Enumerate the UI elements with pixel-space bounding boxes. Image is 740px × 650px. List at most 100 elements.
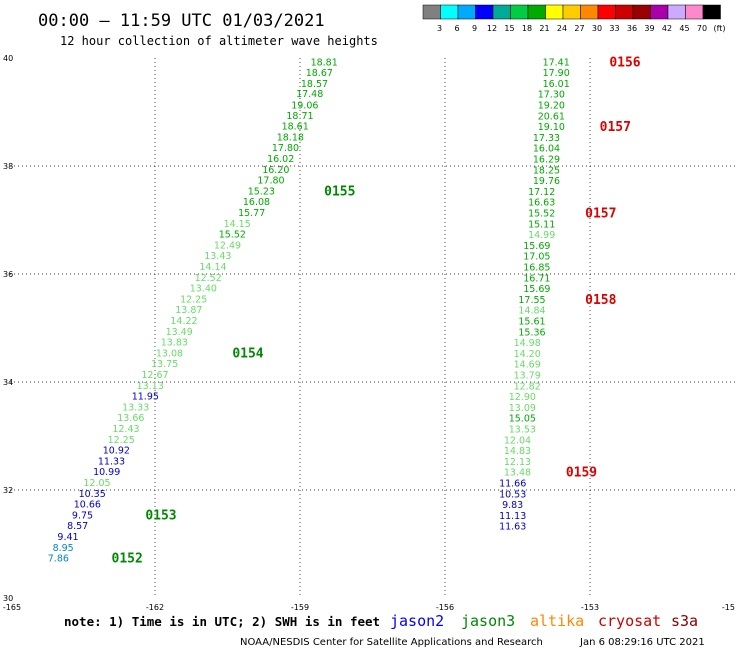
legend-tick-label: 6 [454, 24, 459, 33]
swh-value: 15.52 [219, 230, 246, 241]
legend-swatch [685, 4, 704, 20]
x-tick-label: -159 [291, 603, 309, 612]
swh-value: 13.87 [175, 305, 202, 316]
x-tick-label: -165 [3, 603, 21, 612]
legend-tick-label: 15 [504, 24, 514, 33]
swh-value: 18.61 [282, 122, 309, 133]
swh-value: 17.80 [257, 176, 284, 187]
axis-ticks: -165 -162 -159 -156 -153 -15 30 32 34 36 38 40 [3, 54, 735, 612]
swh-value: 10.92 [103, 446, 130, 457]
swh-value: 18.57 [301, 79, 328, 90]
swh-value: 13.66 [117, 413, 144, 424]
swh-value: 18.81 [311, 57, 338, 68]
swh-value: 13.48 [504, 468, 531, 479]
legend-tick-label: 33 [609, 24, 619, 33]
swh-value: 15.61 [518, 317, 545, 328]
swh-value: 17.33 [533, 133, 560, 144]
legend-swatch [457, 4, 476, 20]
swh-value: 16.20 [262, 165, 289, 176]
swh-value: 15.69 [523, 241, 550, 252]
swh-value: 16.02 [267, 154, 294, 165]
swh-value: 16.04 [533, 144, 560, 155]
swh-value: 14.22 [170, 316, 197, 327]
swh-value: 17.80 [272, 143, 299, 154]
swh-value: 16.08 [243, 197, 270, 208]
legend-tick-label: 3 [437, 24, 442, 33]
pass-label: 0157 [600, 120, 631, 135]
swh-value: 14.15 [224, 219, 251, 230]
swh-value: 11.33 [98, 456, 125, 467]
legend-tick-label: 45 [679, 24, 689, 33]
swh-value: 18.71 [286, 111, 313, 122]
swh-value: 17.30 [538, 90, 565, 101]
swh-value: 17.55 [518, 295, 545, 306]
footer-timestamp: Jan 6 08:29:16 UTC 2021 [579, 637, 705, 648]
swh-value: 16.01 [543, 79, 570, 90]
swh-value: 19.20 [538, 101, 565, 112]
legend-swatch [597, 4, 616, 20]
swh-value: 14.83 [504, 446, 531, 457]
pass-label: 0153 [145, 508, 176, 523]
pass-label: 0159 [566, 466, 597, 481]
x-tick-label: -156 [436, 603, 454, 612]
swh-value: 14.99 [528, 230, 555, 241]
swh-value: 7.86 [48, 554, 69, 565]
satellite-legend: jason2 jason3 altika cryosat s3a [390, 612, 698, 630]
swh-value: 15.11 [528, 219, 555, 230]
swh-value: 13.75 [151, 359, 178, 370]
swh-value: 16.85 [523, 263, 550, 274]
note-text: note: 1) Time is in UTC; 2) SWH is in fe… [64, 614, 380, 629]
swh-value: 14.98 [514, 338, 541, 349]
y-tick-label: 32 [3, 486, 13, 495]
legend-swatch [650, 4, 669, 20]
legend-swatch [667, 4, 686, 20]
swh-value: 12.05 [83, 478, 110, 489]
legend-swatch [562, 4, 581, 20]
swh-value: 13.13 [137, 381, 164, 392]
swh-value: 13.33 [122, 402, 149, 413]
legend-tick-label: 24 [557, 24, 567, 33]
legend-tick-label: 39 [644, 24, 654, 33]
swh-value: 14.20 [514, 349, 541, 360]
legend-swatch [475, 4, 494, 20]
legend-swatch [702, 4, 721, 20]
swh-value: 17.48 [296, 89, 323, 100]
swh-value: 9.41 [57, 532, 78, 543]
swh-value: 13.49 [166, 327, 193, 338]
swh-value: 20.61 [538, 111, 565, 122]
swh-value: 12.82 [514, 381, 541, 392]
legend-tick-label: 36 [627, 24, 637, 33]
swh-value: 15.69 [523, 284, 550, 295]
x-tick-label: -153 [581, 603, 599, 612]
satellite-name: altika [530, 612, 584, 630]
legend-swatch [422, 4, 441, 20]
swh-value: 12.04 [504, 435, 531, 446]
chart-title: 00:00 – 11:59 UTC 01/03/2021 [38, 11, 325, 31]
swh-value: 17.41 [543, 57, 570, 68]
satellite-name: jason2 [390, 612, 444, 630]
y-tick-label: 30 [3, 594, 13, 603]
swh-value: 13.83 [161, 338, 188, 349]
swh-value: 8.57 [67, 521, 88, 532]
legend-swatch [527, 4, 546, 20]
swh-value: 15.36 [518, 327, 545, 338]
x-tick-label: -162 [146, 603, 164, 612]
y-tick-label: 40 [3, 54, 13, 63]
swh-value: 15.05 [509, 414, 536, 425]
pass-label: 0152 [112, 552, 143, 567]
legend-swatch [510, 4, 529, 20]
pass-label: 0155 [324, 184, 355, 199]
swh-value: 17.90 [543, 68, 570, 79]
swh-value: 18.25 [533, 165, 560, 176]
legend-swatch [492, 4, 511, 20]
swh-value: 15.52 [528, 209, 555, 220]
swh-value: 9.75 [72, 510, 93, 521]
swh-value: 12.25 [180, 294, 207, 305]
swh-value: 18.67 [306, 68, 333, 79]
swh-value: 17.05 [523, 252, 550, 263]
swh-value: 14.69 [514, 360, 541, 371]
swh-value: 10.53 [499, 489, 526, 500]
swh-value: 15.77 [238, 208, 265, 219]
swh-value: 12.43 [112, 424, 139, 435]
